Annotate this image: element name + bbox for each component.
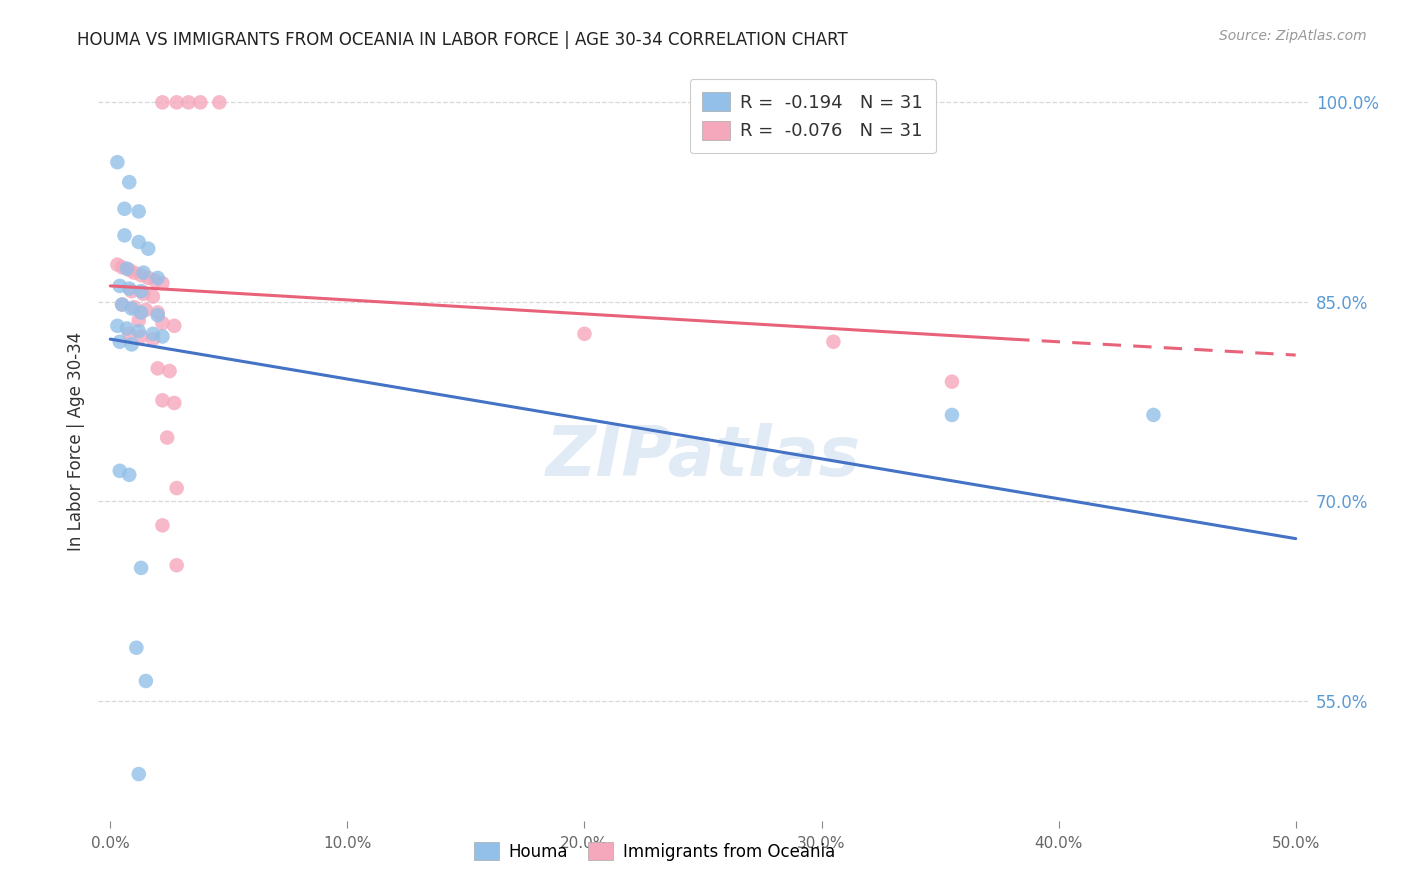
Point bbox=[136, 242, 159, 256]
Point bbox=[105, 155, 128, 169]
Point bbox=[1142, 408, 1164, 422]
Point bbox=[156, 431, 179, 445]
Point bbox=[121, 337, 143, 351]
Point bbox=[823, 334, 845, 349]
Point bbox=[163, 318, 186, 333]
Point bbox=[146, 305, 169, 319]
Point bbox=[152, 316, 174, 330]
Point bbox=[118, 326, 141, 341]
Point bbox=[136, 271, 159, 285]
Point bbox=[108, 334, 131, 349]
Point bbox=[118, 263, 141, 277]
Point bbox=[208, 95, 231, 110]
Point bbox=[941, 375, 963, 389]
Point bbox=[135, 673, 157, 688]
Point bbox=[177, 95, 200, 110]
Point bbox=[108, 464, 131, 478]
Point bbox=[128, 313, 150, 327]
Point bbox=[163, 396, 186, 410]
Point bbox=[108, 279, 131, 293]
Point bbox=[114, 228, 136, 243]
Point bbox=[941, 408, 963, 422]
Text: ZIPatlas: ZIPatlas bbox=[546, 423, 860, 491]
Point bbox=[152, 95, 174, 110]
Point bbox=[166, 558, 188, 573]
Point bbox=[152, 518, 174, 533]
Point bbox=[121, 301, 143, 316]
Point bbox=[129, 284, 152, 298]
Point bbox=[128, 204, 150, 219]
Point bbox=[118, 175, 141, 189]
Point bbox=[146, 361, 169, 376]
Point bbox=[143, 274, 166, 288]
Point bbox=[105, 258, 128, 272]
Point bbox=[111, 297, 134, 311]
Point bbox=[129, 561, 152, 575]
Point bbox=[122, 300, 145, 314]
Point bbox=[122, 266, 145, 280]
Point bbox=[166, 481, 188, 495]
Point bbox=[132, 286, 155, 301]
Legend: Houma, Immigrants from Oceania: Houma, Immigrants from Oceania bbox=[465, 834, 844, 869]
Point bbox=[111, 297, 134, 311]
Point bbox=[129, 268, 152, 283]
Point bbox=[166, 95, 188, 110]
Point bbox=[118, 467, 141, 482]
Point bbox=[152, 393, 174, 408]
Text: HOUMA VS IMMIGRANTS FROM OCEANIA IN LABOR FORCE | AGE 30-34 CORRELATION CHART: HOUMA VS IMMIGRANTS FROM OCEANIA IN LABO… bbox=[77, 31, 848, 49]
Point bbox=[115, 827, 138, 841]
Point bbox=[146, 308, 169, 322]
Point bbox=[142, 289, 165, 303]
Point bbox=[111, 260, 134, 275]
Point bbox=[128, 767, 150, 781]
Point bbox=[159, 364, 181, 378]
Point bbox=[115, 321, 138, 335]
Point bbox=[146, 271, 169, 285]
Point bbox=[114, 202, 136, 216]
Point bbox=[125, 640, 148, 655]
Point bbox=[135, 302, 157, 317]
Point bbox=[115, 261, 138, 276]
Point bbox=[142, 326, 165, 341]
Point bbox=[132, 266, 155, 280]
Point bbox=[121, 284, 143, 298]
Point bbox=[190, 95, 212, 110]
Point bbox=[105, 318, 128, 333]
Point bbox=[129, 305, 152, 319]
Point bbox=[118, 282, 141, 296]
Point bbox=[152, 277, 174, 291]
Point bbox=[129, 329, 152, 343]
Y-axis label: In Labor Force | Age 30-34: In Labor Force | Age 30-34 bbox=[66, 332, 84, 551]
Point bbox=[152, 329, 174, 343]
Point bbox=[574, 326, 596, 341]
Point bbox=[128, 235, 150, 249]
Point bbox=[142, 332, 165, 346]
Point bbox=[128, 324, 150, 338]
Text: Source: ZipAtlas.com: Source: ZipAtlas.com bbox=[1219, 29, 1367, 43]
